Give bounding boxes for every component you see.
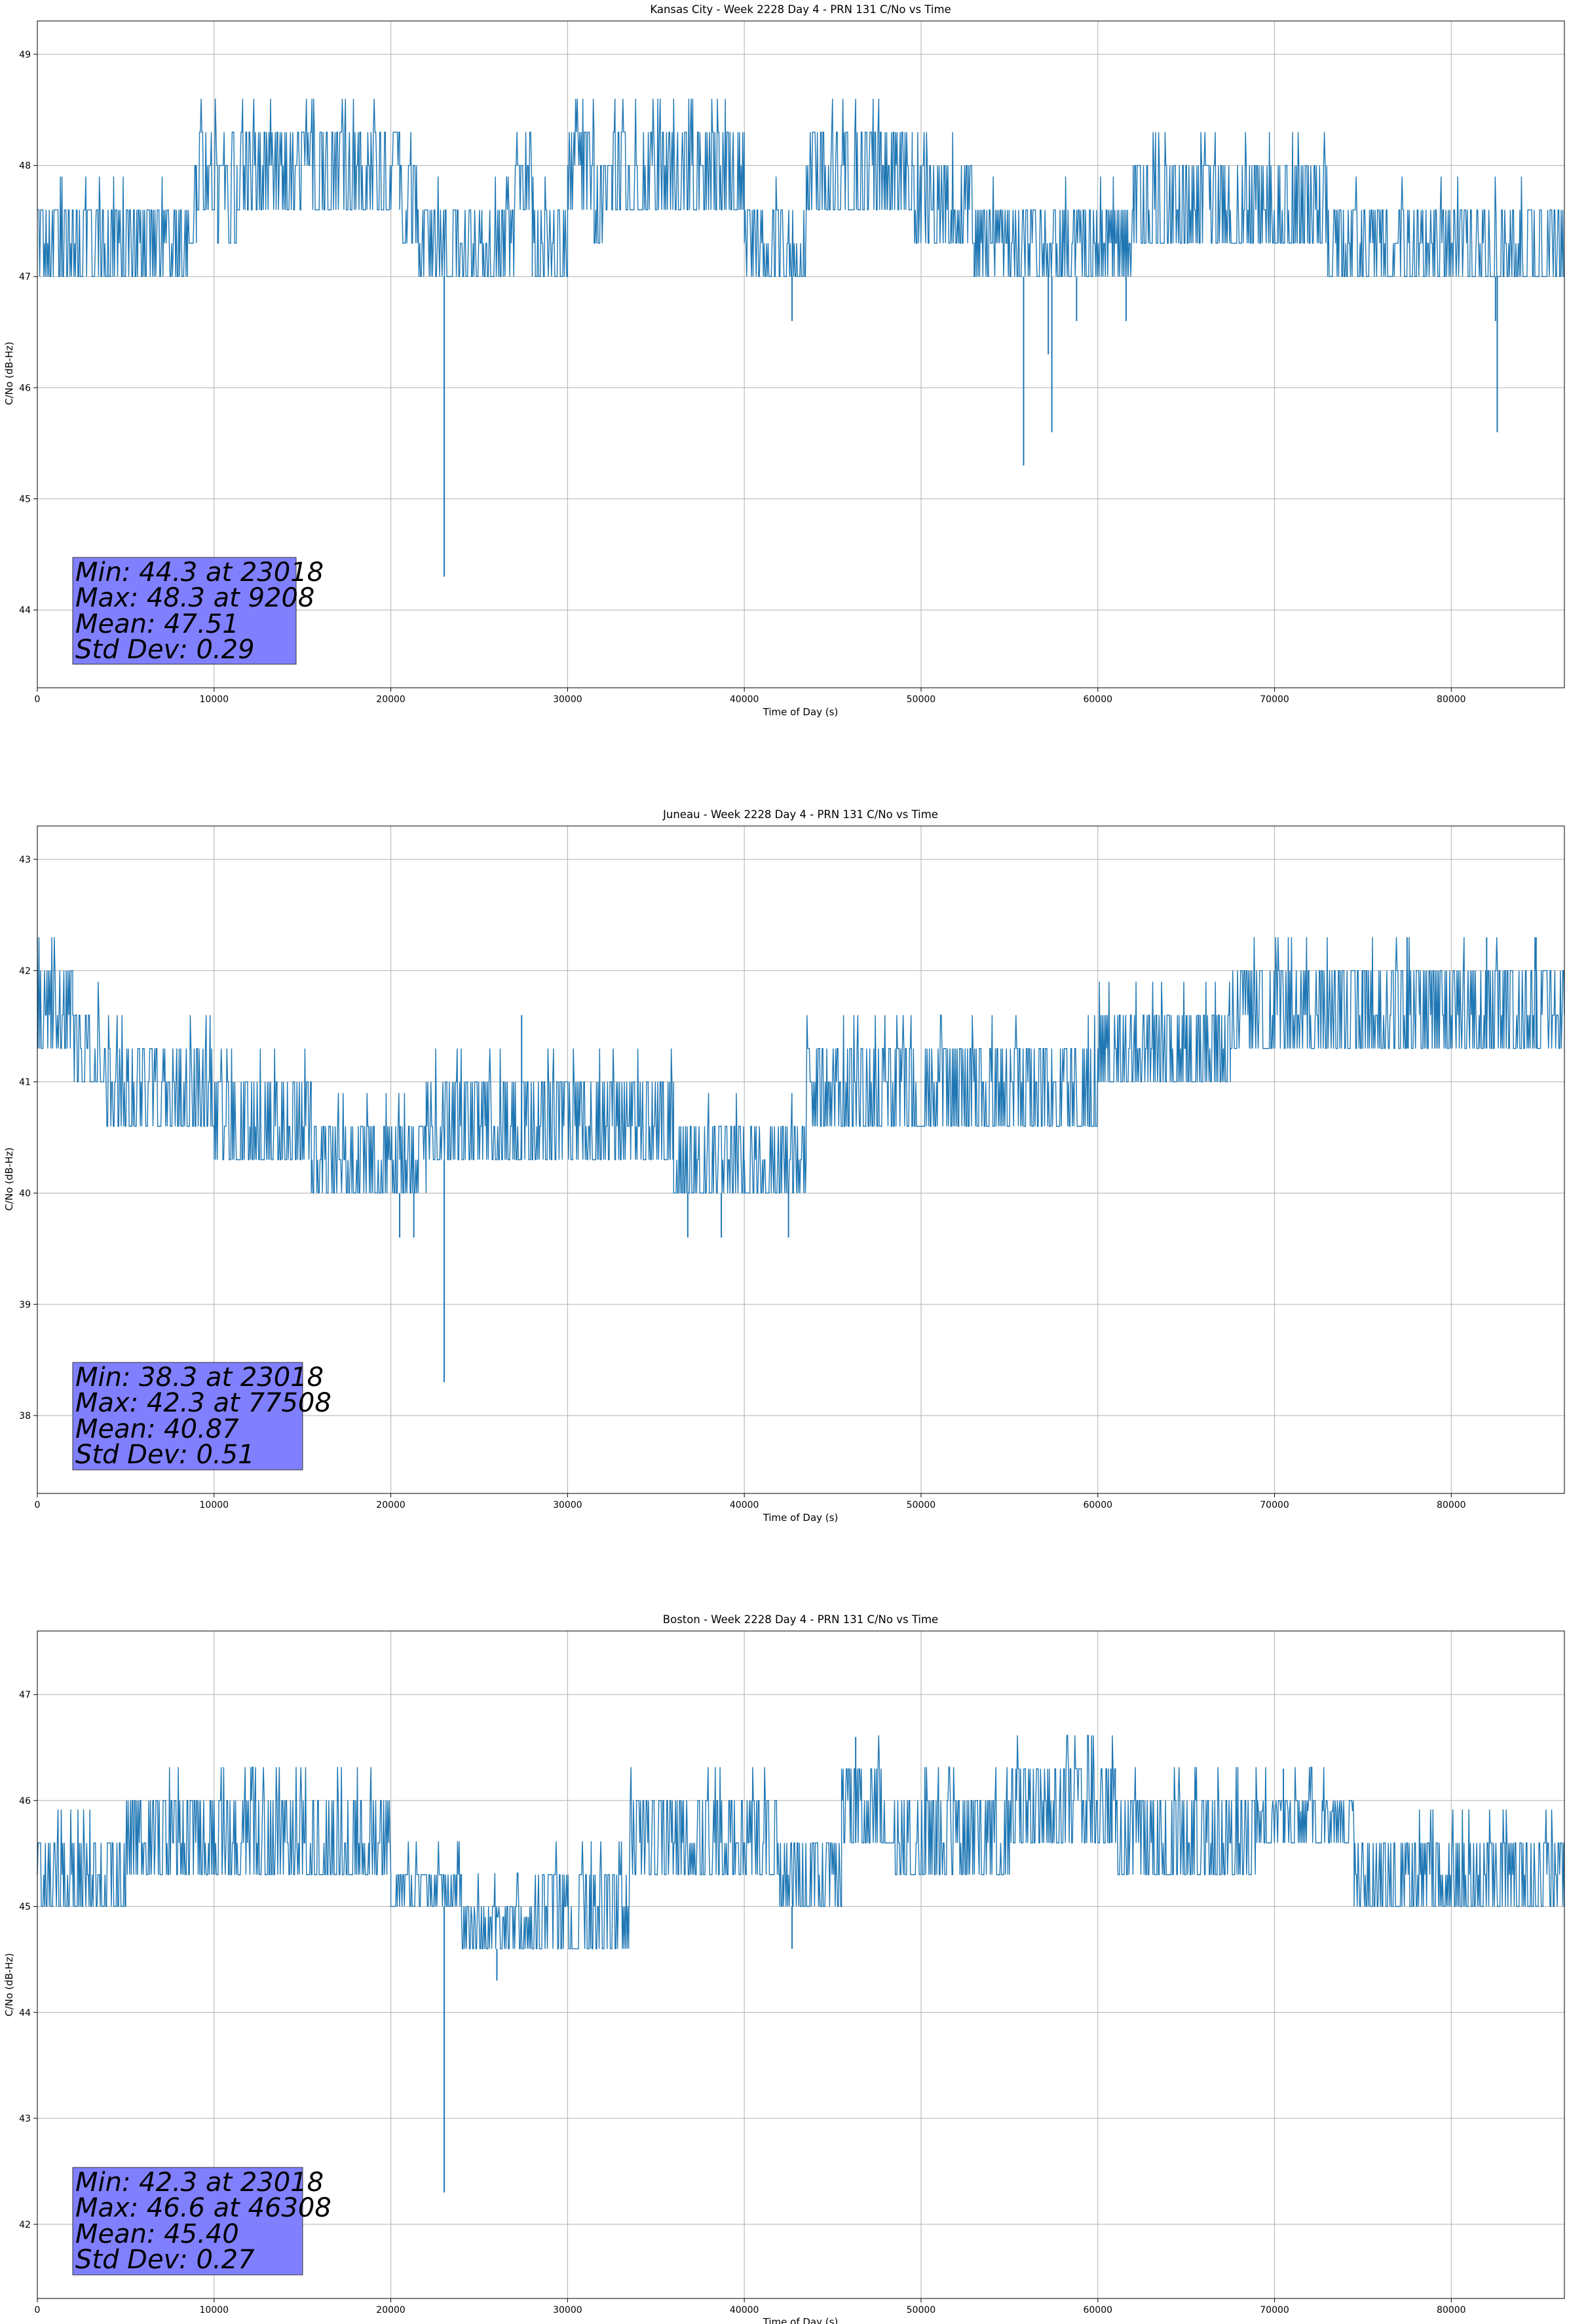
stats-min: Min: 38.3 at 23018 [75, 1362, 324, 1393]
y-tick-label: 40 [19, 1188, 31, 1199]
plot-frame [37, 20, 1565, 688]
chart-title: Boston - Week 2228 Day 4 - PRN 131 C/No … [663, 1613, 938, 1626]
y-tick-label: 45 [19, 495, 31, 505]
x-tick-label: 60000 [1083, 1500, 1112, 1510]
stats-mean: Mean: 40.87 [75, 1414, 239, 1444]
series-line [37, 1734, 1565, 1949]
stats-mean: Mean: 47.51 [75, 609, 239, 639]
stats-min: Min: 42.3 at 23018 [75, 2167, 324, 2198]
chart-panel: 0 10000 20000 30000 40000 50000 60000 70000 8000… [3, 1613, 1565, 2324]
x-axis-label: Time of Day (s) [763, 2316, 839, 2324]
y-tick-label: 43 [19, 855, 31, 865]
x-axis-label: Time of Day (s) [763, 706, 839, 718]
stats-box-background [72, 557, 297, 665]
stats-box: Min: 44.3 at 23018 Max: 48.3 at 9208 Mea… [72, 557, 324, 665]
chart-title: Kansas City - Week 2228 Day 4 - PRN 131 … [650, 3, 951, 16]
stats-max: Max: 46.6 at 46308 [75, 2193, 331, 2223]
y-tick-label: 46 [19, 383, 31, 394]
chart-panel: 0 10000 20000 30000 40000 50000 60000 70000 8000… [3, 3, 1565, 718]
x-tick-label: 20000 [376, 694, 406, 705]
y-tick-label: 49 [19, 50, 31, 60]
y-tick-label: 42 [19, 966, 31, 977]
x-tick-label: 80000 [1437, 1500, 1466, 1510]
x-tick-label: 10000 [200, 694, 229, 705]
x-tick-label: 0 [35, 1500, 41, 1510]
x-tick-label: 40000 [730, 694, 759, 705]
x-tick-label: 40000 [730, 1500, 759, 1510]
x-tick-label: 0 [35, 2305, 41, 2315]
x-tick-label: 50000 [907, 694, 936, 705]
chart-panel: 0 10000 20000 30000 40000 50000 60000 70000 8000… [3, 808, 1565, 1524]
stats-box: Min: 42.3 at 23018 Max: 46.6 at 46308 Me… [72, 2167, 331, 2276]
x-tick-label: 20000 [376, 2305, 406, 2315]
x-tick-label: 40000 [730, 2305, 759, 2315]
x-tick-label: 50000 [907, 1500, 936, 1510]
stats-stddev: Std Dev: 0.29 [75, 635, 255, 665]
stats-box-background [72, 2167, 303, 2276]
series-line [37, 937, 1565, 1194]
stats-min: Min: 44.3 at 23018 [75, 557, 324, 588]
plot-frame [37, 825, 1565, 1494]
y-tick-label: 47 [19, 1690, 31, 1700]
x-tick-label: 30000 [553, 1500, 582, 1510]
x-tick-label: 80000 [1437, 2305, 1466, 2315]
x-tick-label: 30000 [553, 694, 582, 705]
y-tick-label: 44 [19, 605, 31, 616]
x-tick-label: 30000 [553, 2305, 582, 2315]
x-tick-label: 70000 [1260, 2305, 1289, 2315]
series-line [37, 98, 1564, 277]
x-tick-label: 60000 [1083, 694, 1112, 705]
stats-max: Max: 48.3 at 9208 [75, 583, 314, 613]
y-axis-label: C/No (dB-Hz) [3, 342, 15, 405]
stats-mean: Mean: 45.40 [75, 2219, 239, 2249]
y-tick-label: 44 [19, 2008, 31, 2018]
stats-stddev: Std Dev: 0.27 [75, 2245, 255, 2275]
stats-max: Max: 42.3 at 77508 [75, 1388, 331, 1418]
stats-stddev: Std Dev: 0.51 [75, 1440, 255, 1470]
x-tick-label: 80000 [1437, 694, 1466, 705]
x-tick-label: 50000 [907, 2305, 936, 2315]
x-axis-label: Time of Day (s) [763, 1512, 839, 1524]
x-tick-label: 20000 [376, 1500, 406, 1510]
chart-title: Juneau - Week 2228 Day 4 - PRN 131 C/No … [662, 808, 938, 821]
y-tick-label: 47 [19, 272, 31, 282]
x-tick-label: 70000 [1260, 1500, 1289, 1510]
y-tick-label: 43 [19, 2114, 31, 2124]
y-tick-label: 39 [19, 1300, 31, 1310]
x-tick-label: 10000 [200, 1500, 229, 1510]
y-tick-label: 46 [19, 1796, 31, 1807]
y-tick-label: 42 [19, 2220, 31, 2230]
y-axis-label: C/No (dB-Hz) [3, 1148, 15, 1211]
x-tick-label: 0 [35, 694, 41, 705]
x-tick-label: 70000 [1260, 694, 1289, 705]
stats-box-background [72, 1362, 303, 1471]
y-tick-label: 45 [19, 1902, 31, 1913]
y-tick-label: 41 [19, 1078, 31, 1088]
plot-frame [37, 1630, 1565, 2299]
y-tick-label: 38 [19, 1411, 31, 1421]
x-tick-label: 60000 [1083, 2305, 1112, 2315]
y-axis-label: C/No (dB-Hz) [3, 1953, 15, 2017]
x-tick-label: 10000 [200, 2305, 229, 2315]
y-tick-label: 48 [19, 161, 31, 172]
stats-box: Min: 38.3 at 23018 Max: 42.3 at 77508 Me… [72, 1362, 331, 1471]
